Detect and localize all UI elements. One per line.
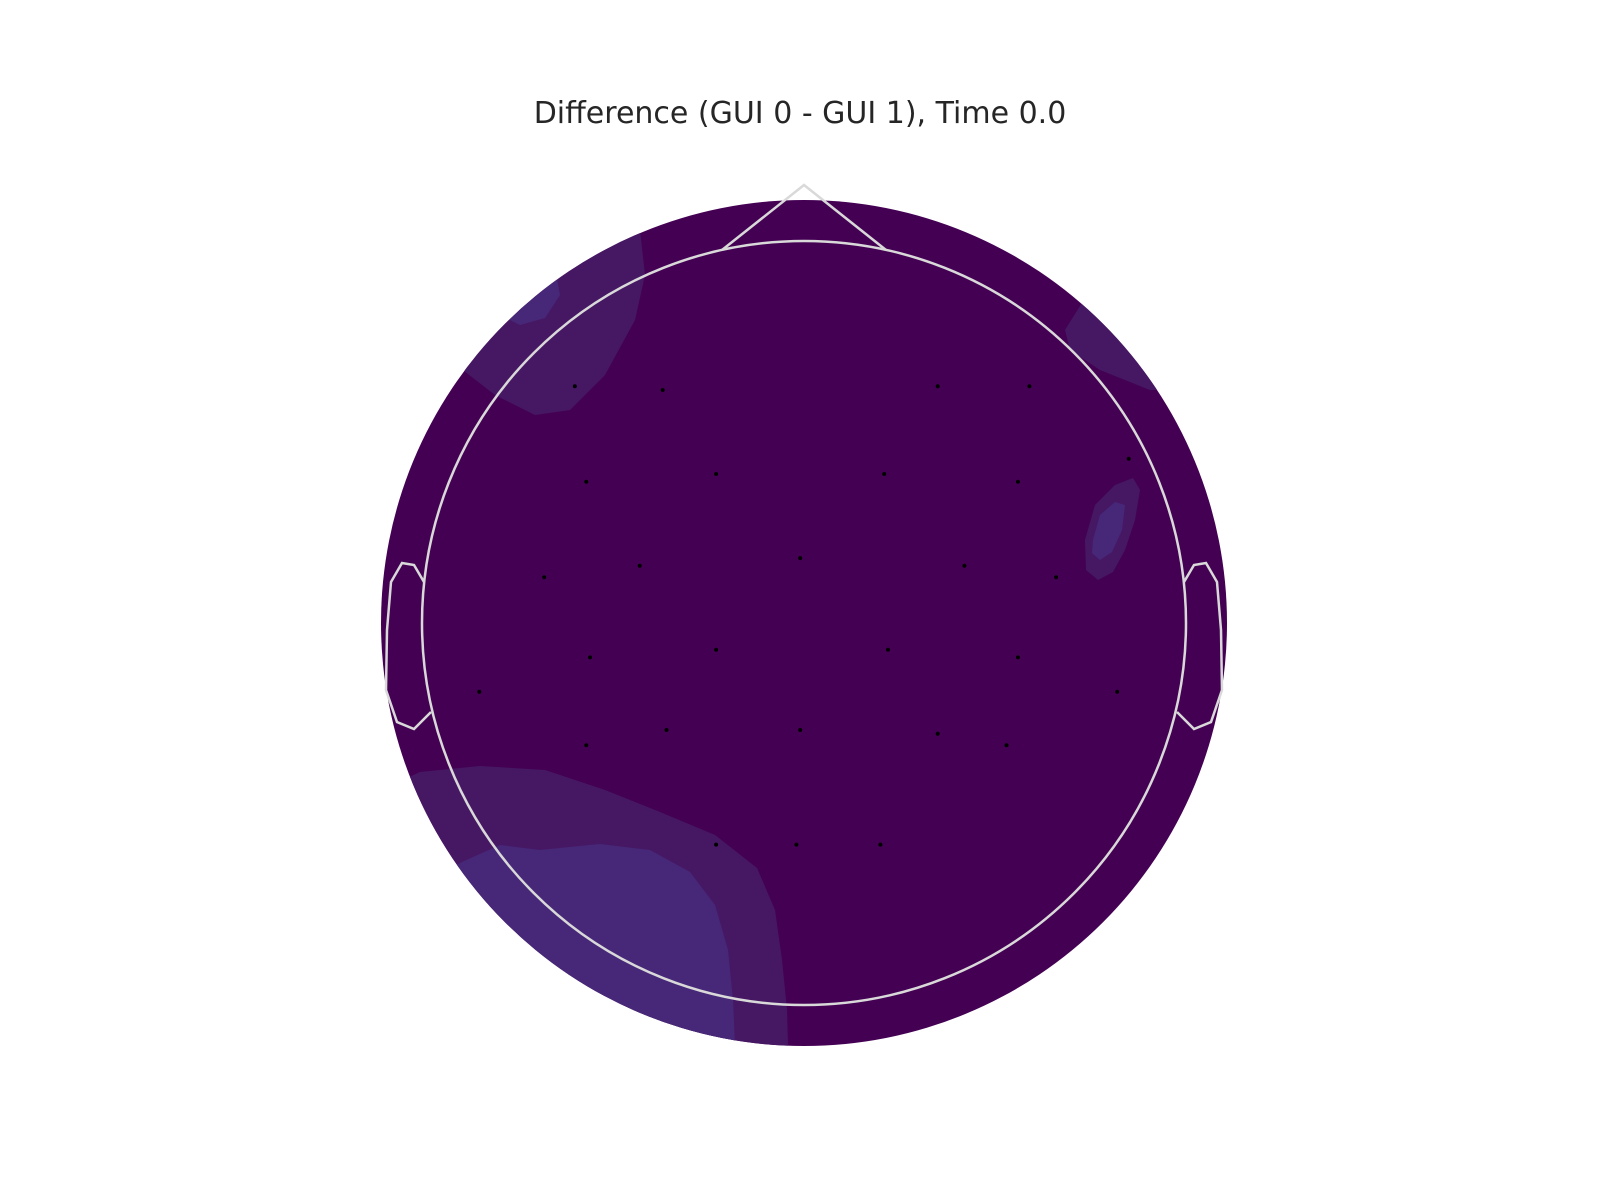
left-ear [384,561,432,731]
right-ear [1176,561,1224,731]
sensor-point-7 [882,472,887,476]
sensor-point-6 [714,472,719,476]
sensor-point-1 [572,384,577,389]
sensor-point-10 [542,575,547,580]
contour-lower-left-inner [381,844,735,1046]
sensor-point-15 [588,655,593,660]
topomap-field [381,200,1227,1046]
sensor-point-22 [664,728,669,732]
sensor-point-28 [878,842,883,847]
contour-right-inner [1092,502,1125,560]
sensor-point-20 [1115,689,1120,694]
sensor-point-12 [798,556,803,561]
sensor-point-21 [584,743,589,748]
chart-title: Difference (GUI 0 - GUI 1), Time 0.0 [533,96,1067,131]
sensor-point-19 [477,689,482,694]
sensor-point-23 [798,728,803,732]
sensor-point-24 [935,731,940,736]
sensor-layer [477,384,1131,847]
head-circle [420,239,1188,1007]
sensor-point-8 [1015,479,1020,484]
sensor-point-4 [1027,384,1032,389]
sensor-point-9 [1126,456,1131,461]
sensor-point-18 [1015,655,1020,660]
sensor-point-17 [886,647,890,652]
sensor-point-26 [714,842,719,847]
sensor-point-14 [1054,575,1059,580]
sensor-point-5 [584,479,589,484]
sensor-point-3 [935,384,940,389]
nose [721,183,887,251]
sensor-point-25 [1004,743,1009,748]
sensor-point-11 [637,563,642,568]
sensor-point-2 [660,388,665,392]
head-outline [384,183,1224,1007]
sensor-point-13 [962,563,967,568]
sensor-point-27 [794,842,799,847]
sensor-point-16 [714,647,719,652]
